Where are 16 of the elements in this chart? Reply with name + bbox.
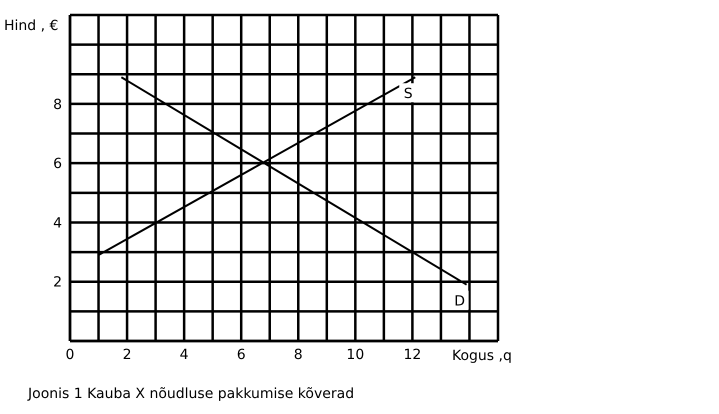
y-axis-title: Hind , € — [4, 18, 58, 34]
text: Joonis 1 Kauba X nõudluse pakkumise kõverad — [28, 386, 354, 402]
x-axis-title: Kogus ,q — [452, 348, 512, 364]
y-tick-label: 6 — [53, 156, 62, 172]
y-tick-label: 4 — [53, 215, 62, 232]
y-tick-label: 2 — [53, 274, 62, 291]
x-tick-label: 4 — [180, 346, 189, 363]
x-tick-label: 2 — [122, 346, 132, 363]
series-label: D — [454, 294, 466, 310]
y-tick-label: 8 — [53, 96, 62, 113]
x-tick-label: 0 — [66, 346, 74, 363]
x-tick-label: 10 — [346, 346, 364, 363]
x-tick-label: 6 — [236, 346, 246, 363]
x-tick-label: 12 — [403, 346, 422, 363]
x-tick-label: 8 — [294, 346, 303, 363]
series-label: S — [404, 86, 413, 102]
